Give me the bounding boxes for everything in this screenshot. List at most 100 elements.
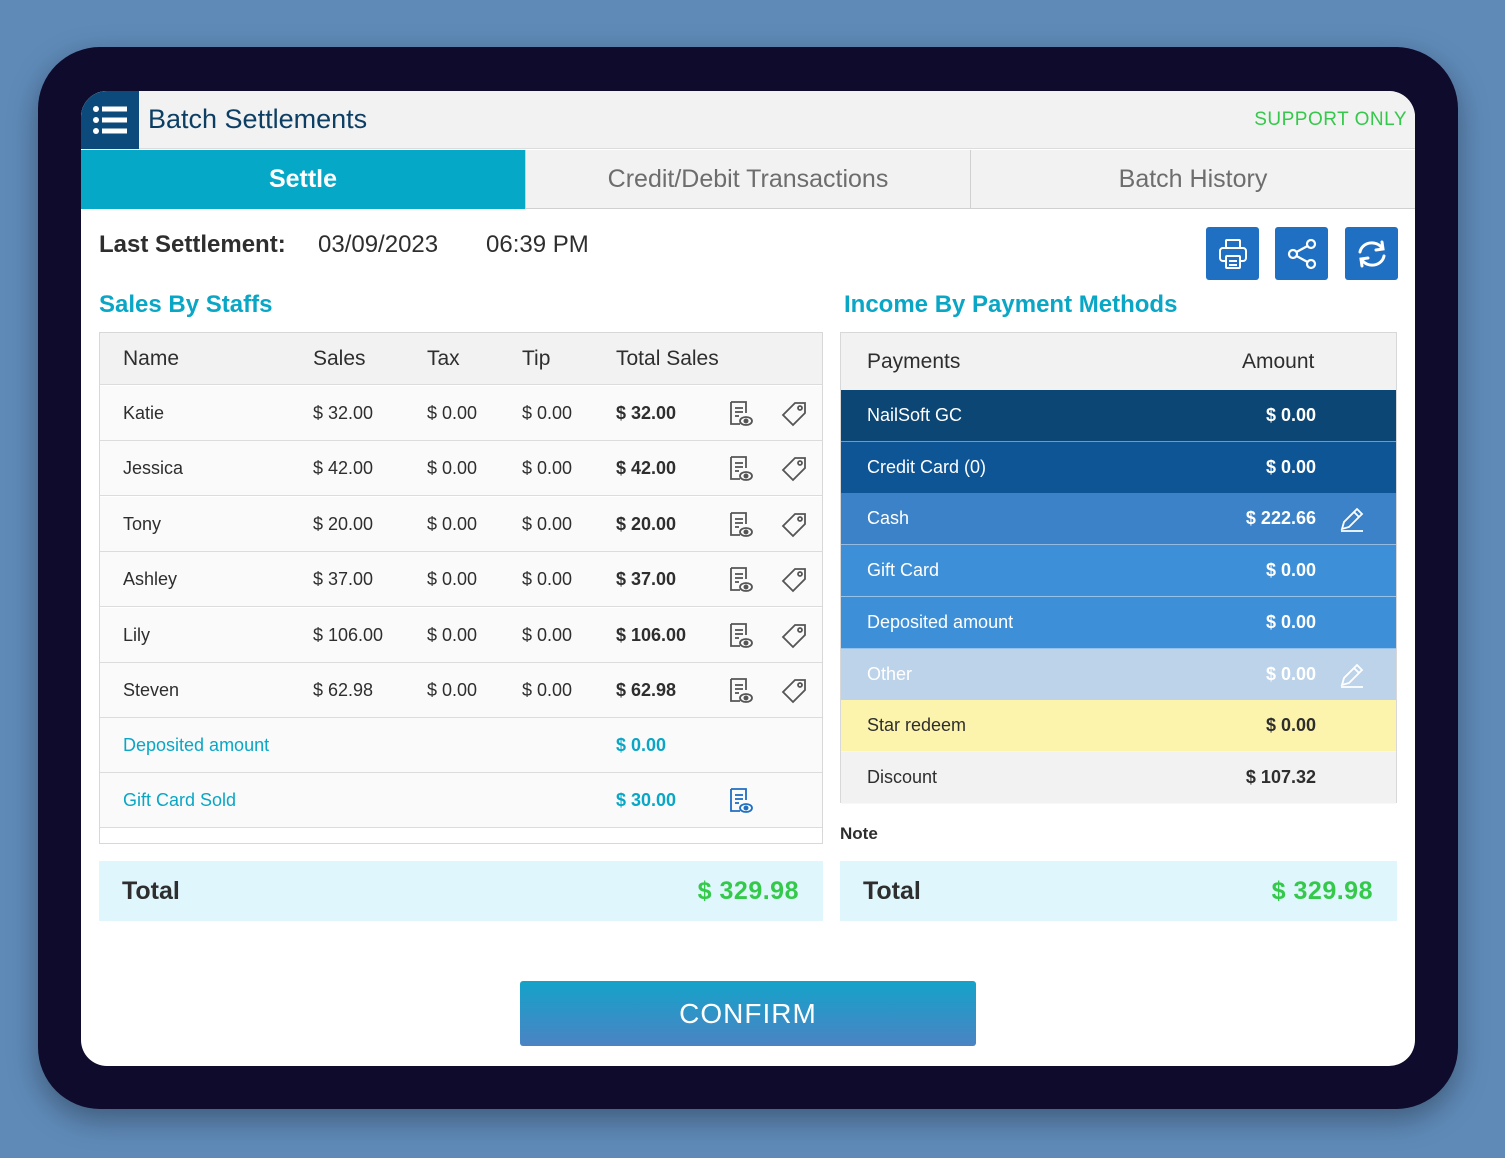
view-receipt-icon[interactable]	[728, 455, 754, 488]
staff-sales: $ 32.00	[313, 403, 374, 423]
gift-card-sold-value: $ 30.00	[616, 790, 677, 810]
deposited-amount-row: Deposited amount $ 0.00	[100, 718, 822, 773]
payment-row[interactable]: Other $ 0.00	[841, 648, 1396, 701]
staff-sales: $ 42.00	[313, 458, 374, 479]
sales-total-label: Total	[122, 877, 180, 905]
col-tip: Tip	[522, 347, 551, 370]
table-row[interactable]: Jessica $ 42.00 $ 0.00 $ 0.00 $ 42.00	[100, 441, 822, 497]
staff-tip: $ 0.00	[522, 569, 573, 590]
payment-row[interactable]: Deposited amount $ 0.00	[841, 596, 1396, 649]
payment-amount: $ 0.00	[1265, 663, 1316, 684]
printer-icon	[1218, 238, 1247, 269]
table-row[interactable]: Tony $ 20.00 $ 0.00 $ 0.00 $ 20.00	[100, 496, 822, 552]
payment-method-name: Credit Card (0)	[867, 456, 987, 477]
tab-batch-history[interactable]: Batch History	[970, 150, 1415, 209]
staff-name: Steven	[123, 680, 180, 700]
tag-icon[interactable]	[780, 677, 808, 710]
edit-pencil-icon[interactable]	[1338, 505, 1366, 538]
staff-tip: $ 0.00	[522, 680, 573, 700]
staff-sales: $ 106.00	[313, 624, 384, 645]
staff-total-sales: $ 37.00	[616, 569, 677, 590]
staff-tip: $ 0.00	[522, 624, 573, 645]
confirm-button[interactable]: CONFIRM	[520, 981, 976, 1046]
payment-method-name: NailSoft GC	[867, 405, 963, 425]
note-label: Note	[840, 824, 878, 843]
sales-by-staffs-title: Sales By Staffs	[99, 291, 273, 318]
col-amount: Amount	[1242, 350, 1315, 373]
last-settlement-label: Last Settlement:	[99, 231, 286, 258]
deposited-amount-label: Deposited amount	[123, 735, 270, 755]
payment-row[interactable]: Cash $ 222.66	[841, 493, 1396, 546]
table-row[interactable]: Lily $ 106.00 $ 0.00 $ 0.00 $ 106.00	[100, 607, 822, 663]
view-receipt-icon[interactable]	[728, 787, 754, 815]
staff-sales: $ 20.00	[313, 513, 374, 534]
sales-total-box: Total $ 329.98	[99, 861, 823, 921]
staff-total-sales: $ 20.00	[616, 513, 677, 534]
support-only-label: SUPPORT ONLY	[1254, 109, 1407, 130]
view-receipt-icon[interactable]	[728, 566, 754, 599]
payment-amount: $ 0.00	[1265, 611, 1316, 632]
refresh-button[interactable]	[1345, 227, 1398, 280]
tag-icon[interactable]	[780, 400, 808, 433]
table-row[interactable]: Ashley $ 37.00 $ 0.00 $ 0.00 $ 37.00	[100, 552, 822, 608]
app-header: Batch Settlements SUPPORT ONLY	[81, 91, 1415, 149]
tab-settle[interactable]: Settle	[81, 150, 525, 209]
last-settlement-date: 03/09/2023	[318, 231, 439, 258]
tab-credit-debit-transactions[interactable]: Credit/Debit Transactions	[525, 150, 970, 209]
tag-icon[interactable]	[780, 566, 808, 599]
gift-card-sold-label: Gift Card Sold	[123, 790, 237, 810]
sales-by-staffs-table: Name Sales Tax Tip Total Sales Katie $ 32…	[99, 332, 823, 844]
page-title: Batch Settlements	[148, 104, 368, 134]
staff-tax: $ 0.00	[427, 458, 478, 479]
view-receipt-icon[interactable]	[728, 622, 754, 655]
staff-total-sales: $ 32.00	[616, 403, 677, 423]
col-total-sales: Total Sales	[616, 347, 719, 370]
refresh-icon	[1358, 240, 1385, 267]
staff-tip: $ 0.00	[522, 513, 573, 534]
payment-method-name: Discount	[867, 766, 938, 787]
view-receipt-icon[interactable]	[728, 511, 754, 544]
staff-tax: $ 0.00	[427, 680, 478, 700]
view-receipt-icon[interactable]	[728, 677, 754, 710]
payment-amount: $ 107.32	[1245, 766, 1316, 787]
tag-icon[interactable]	[780, 622, 808, 655]
edit-pencil-icon[interactable]	[1338, 661, 1366, 694]
tag-icon[interactable]	[780, 511, 808, 544]
income-by-payment-table: Payments Amount NailSoft GC $ 0.00 Credit …	[840, 332, 1397, 804]
table-row[interactable]: Steven $ 62.98 $ 0.00 $ 0.00 $ 62.98	[100, 663, 822, 718]
payment-row[interactable]: Gift Card $ 0.00	[841, 545, 1396, 598]
col-name: Name	[123, 347, 180, 370]
payment-method-name: Deposited amount	[867, 611, 1014, 632]
staff-tax: $ 0.00	[427, 403, 478, 423]
col-tax: Tax	[427, 347, 460, 370]
staff-name: Katie	[123, 403, 165, 423]
table-row[interactable]: Katie $ 32.00 $ 0.00 $ 0.00 $ 32.00	[100, 386, 822, 441]
staff-tax: $ 0.00	[427, 513, 478, 534]
payment-row[interactable]: NailSoft GC $ 0.00	[841, 390, 1396, 442]
payment-row[interactable]: Star redeem $ 0.00	[841, 700, 1396, 753]
payment-amount: $ 0.00	[1265, 715, 1316, 736]
staff-sales: $ 62.98	[313, 680, 374, 700]
app-screen: Batch Settlements SUPPORT ONLY Settle Cr…	[81, 91, 1415, 1066]
deposited-amount-value: $ 0.00	[616, 735, 667, 755]
income-total-value: $ 329.98	[1271, 877, 1373, 905]
staff-total-sales: $ 62.98	[616, 680, 677, 700]
gift-card-sold-row: Gift Card Sold $ 30.00	[100, 773, 822, 828]
income-total-label: Total	[863, 877, 921, 905]
share-button[interactable]	[1275, 227, 1328, 280]
staff-tax: $ 0.00	[427, 569, 478, 590]
payment-method-name: Other	[867, 663, 913, 684]
payment-method-name: Cash	[867, 508, 910, 529]
payment-row[interactable]: Credit Card (0) $ 0.00	[841, 441, 1396, 494]
share-icon	[1287, 238, 1316, 269]
tag-icon[interactable]	[780, 455, 808, 488]
income-total-box: Total $ 329.98	[840, 861, 1397, 921]
last-settlement-time: 06:39 PM	[486, 231, 589, 258]
payment-method-name: Gift Card	[867, 560, 940, 581]
income-by-payment-methods-title: Income By Payment Methods	[844, 291, 1178, 318]
view-receipt-icon[interactable]	[728, 400, 754, 433]
menu-button[interactable]	[81, 91, 139, 149]
payment-row[interactable]: Discount $ 107.32	[841, 751, 1396, 804]
print-button[interactable]	[1206, 227, 1259, 280]
staff-name: Tony	[123, 513, 162, 534]
